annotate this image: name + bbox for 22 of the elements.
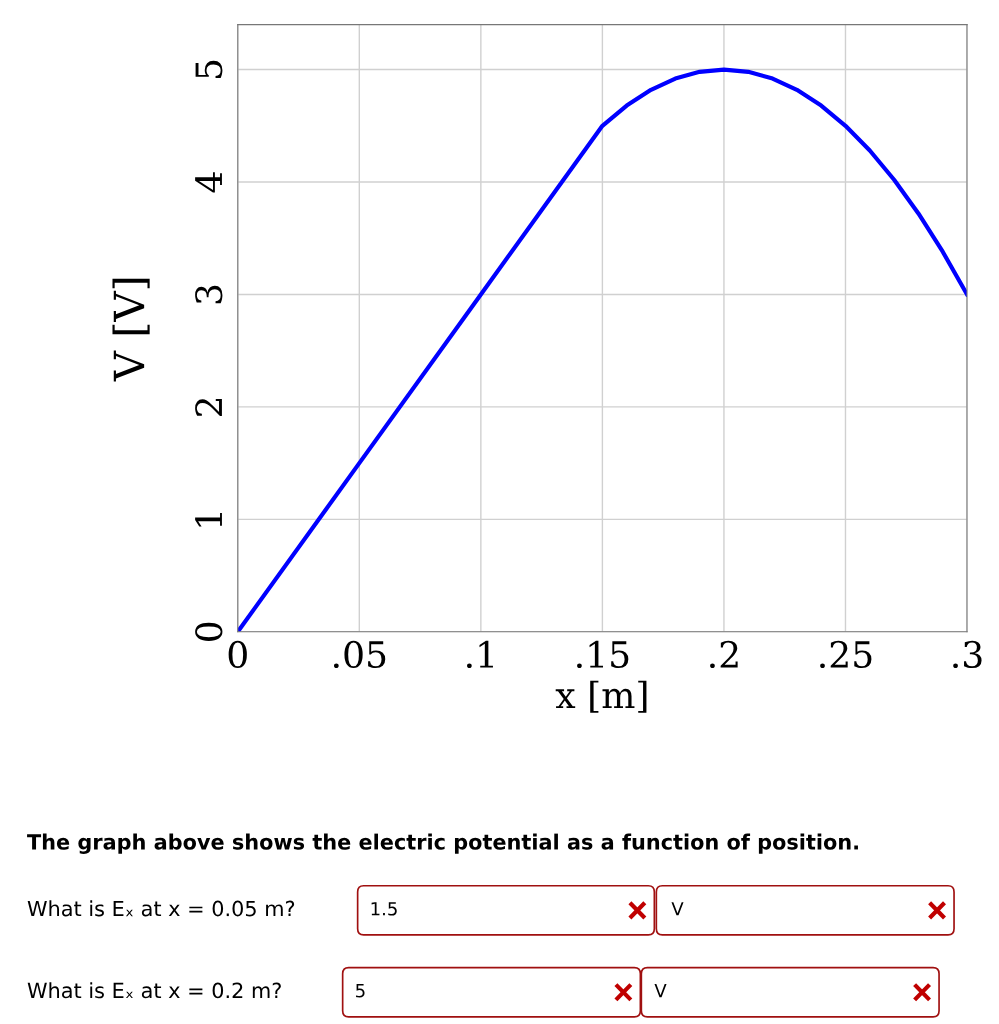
x-tick-label: 0 [228, 640, 247, 669]
x-tick-label: .25 [820, 640, 872, 669]
text: What is Eₓ at x = 0.05 m? [27, 900, 295, 917]
y-tick-label: 3 [195, 285, 223, 304]
x-tick-label: .15 [577, 640, 629, 669]
y-tick-label: 1 [195, 513, 222, 527]
y-tick-label: 2 [195, 398, 222, 416]
text: 5 [356, 984, 365, 998]
x-tick-label: .05 [334, 640, 386, 669]
y-axis-title: V [V] [112, 278, 150, 382]
text: The graph above shows the electric potential as a function of position. [27, 833, 858, 854]
x-tick-label: .3 [953, 640, 982, 669]
x-axis-title: x [m] [555, 680, 647, 713]
y-tick-label: 0 [195, 622, 223, 641]
text: What is Eₓ at x = 0.2 m? [27, 982, 281, 999]
y-tick-label: 4 [195, 172, 222, 193]
x-tick-label: .1 [467, 640, 493, 669]
x-tick-label: .2 [710, 640, 738, 669]
text: 1.5 [371, 902, 397, 916]
text: V [654, 984, 667, 998]
text: V [671, 902, 684, 916]
y-tick-label: 5 [195, 60, 223, 78]
